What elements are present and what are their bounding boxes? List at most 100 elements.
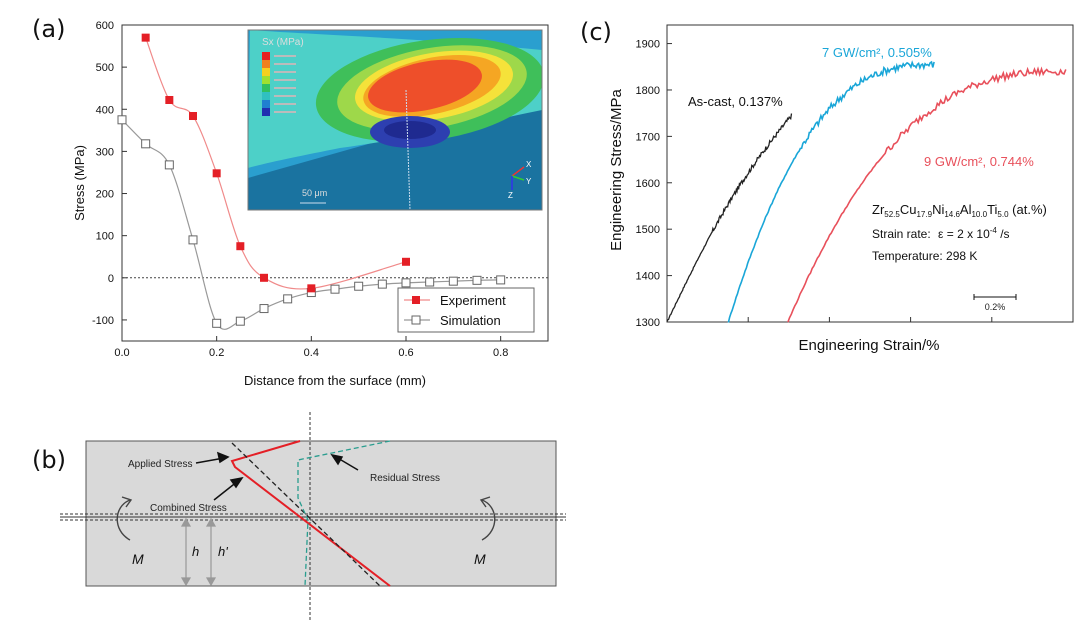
experiment-point (307, 284, 316, 293)
comp-unit: (at.%) (1009, 202, 1047, 217)
strain-rate-exp: -4 (990, 226, 998, 235)
composition-formula: Zr52.5Cu17.9Ni14.6Al10.0Ti5.0 (at.%) (872, 202, 1047, 219)
simulation-point (212, 318, 222, 328)
experiment-points (141, 33, 410, 293)
composition-annotation: Zr52.5Cu17.9Ni14.6Al10.0Ti5.0 (at.%) Str… (872, 202, 1047, 263)
y-tick-label: 1300 (636, 317, 660, 329)
y-tick-label: 1400 (636, 271, 660, 283)
strain-rate-unit: /s (997, 227, 1010, 241)
comp-sub-ti: 5.0 (997, 210, 1009, 219)
x-tick-label: 0.6 (398, 347, 413, 359)
simulation-point (354, 281, 364, 291)
simulation-point (472, 275, 482, 285)
inset-axis-x: X (526, 160, 532, 169)
simulation-point (283, 294, 293, 304)
comp-sub-zr: 52.5 (884, 210, 900, 219)
7gw-curve (727, 60, 935, 323)
chart-a-frame (121, 24, 549, 342)
y-tick-label: 1800 (636, 85, 660, 97)
chart-c-frame (666, 24, 1074, 323)
inset-axis-triad: X Y Z (508, 160, 532, 200)
comp-el-ni: Ni (932, 202, 944, 217)
panel-label-a: (a) (32, 15, 65, 43)
experiment-point (402, 257, 410, 266)
y-tick-label: 0 (108, 273, 114, 285)
h-label: h (192, 544, 199, 559)
chart-a-ylabel: Stress (MPa) (72, 145, 87, 221)
temperature-line: Temperature: 298 K (872, 249, 977, 263)
residual-stress-line (297, 440, 391, 587)
as-cast-curve (666, 113, 793, 322)
chart-c-ylabel: Engineering Stress/MPa (608, 88, 625, 250)
experiment-point (189, 112, 197, 121)
simulation-point (235, 316, 245, 326)
y-tick-label: -100 (92, 315, 114, 327)
comp-el-zr: Zr (872, 202, 885, 217)
y-tick-label: 100 (96, 231, 114, 243)
simulation-point (259, 304, 269, 314)
experiment-point (141, 33, 150, 42)
inset-axis-z: Z (508, 191, 513, 200)
y-tick-label: 1600 (636, 178, 660, 190)
simulation-points (117, 115, 506, 328)
chart-a-legend: Experiment Simulation (397, 287, 535, 333)
simulation-point (448, 276, 458, 286)
simulation-point (401, 278, 411, 288)
simulation-point (377, 279, 387, 289)
y-tick-label: 1900 (636, 39, 660, 51)
chart-a-ticks: 0.0 0.2 0.4 0.6 0.8 600 500 400 300 200 100 0 -100 (92, 20, 508, 359)
simulation-point (330, 284, 340, 294)
comp-el-cu: Cu (900, 202, 917, 217)
comp-sub-al: 10.0 (971, 210, 987, 219)
label-as-cast: As-cast, 0.137% (688, 94, 783, 109)
combined-stress-label: Combined Stress (150, 503, 227, 514)
legend-simulation: Simulation (440, 313, 501, 328)
simulation-point (425, 277, 435, 287)
x-tick-label: 0.8 (493, 347, 508, 359)
residual-stress-label: Residual Stress (370, 473, 440, 484)
applied-stress-line (231, 442, 381, 587)
label-7gw: 7 GW/cm², 0.505% (822, 45, 932, 60)
moment-label-left: M (132, 551, 144, 567)
simulation-point (496, 275, 506, 285)
applied-stress-label: Applied Stress (128, 459, 192, 470)
combined-stress-line (230, 440, 391, 587)
comp-sub-ni: 14.6 (944, 210, 960, 219)
y-tick-label: 500 (96, 62, 114, 74)
y-tick-label: 1500 (636, 224, 660, 236)
chart-c-xlabel: Engineering Strain/% (799, 337, 940, 354)
scale-bar-label: 0.2% (985, 302, 1006, 312)
experiment-point (212, 169, 221, 178)
y-tick-label: 1700 (636, 131, 660, 143)
simulation-point (188, 235, 198, 245)
y-tick-label: 200 (96, 189, 114, 201)
chart-a-xlabel: Distance from the surface (mm) (244, 373, 426, 388)
scale-bar: 0.2% (973, 294, 1017, 312)
inset-colorbar (262, 52, 296, 116)
leader-arrows (195, 451, 359, 501)
y-tick-label: 400 (96, 104, 114, 116)
moment-arrow-right (479, 496, 496, 541)
y-tick-label: 600 (96, 20, 114, 32)
comp-sub-cu: 17.9 (916, 210, 932, 219)
label-9gw: 9 GW/cm², 0.744% (924, 154, 1034, 169)
experiment-point (165, 95, 174, 104)
comp-el-al: Al (960, 202, 972, 217)
height-arrows (180, 517, 217, 587)
x-tick-label: 0.0 (114, 347, 129, 359)
inset-scale-label: 50 μm (302, 188, 327, 198)
strain-rate-label: Strain rate: (872, 227, 931, 241)
9gw-curve (787, 66, 1067, 323)
inset-axis-y: Y (526, 177, 532, 186)
inset-title: Sx (MPa) (262, 37, 304, 48)
x-tick-label: 0.4 (304, 347, 319, 359)
legend-experiment: Experiment (440, 293, 506, 308)
moment-arrow-left (116, 496, 133, 541)
simulation-point (141, 139, 151, 149)
x-tick-label: 0.2 (209, 347, 224, 359)
strain-rate-line: Strain rate: ε = 2 x 10-4 /s (872, 226, 1010, 241)
experiment-point (260, 273, 268, 282)
comp-el-ti: Ti (987, 202, 997, 217)
panel-label-c: (c) (580, 18, 612, 46)
